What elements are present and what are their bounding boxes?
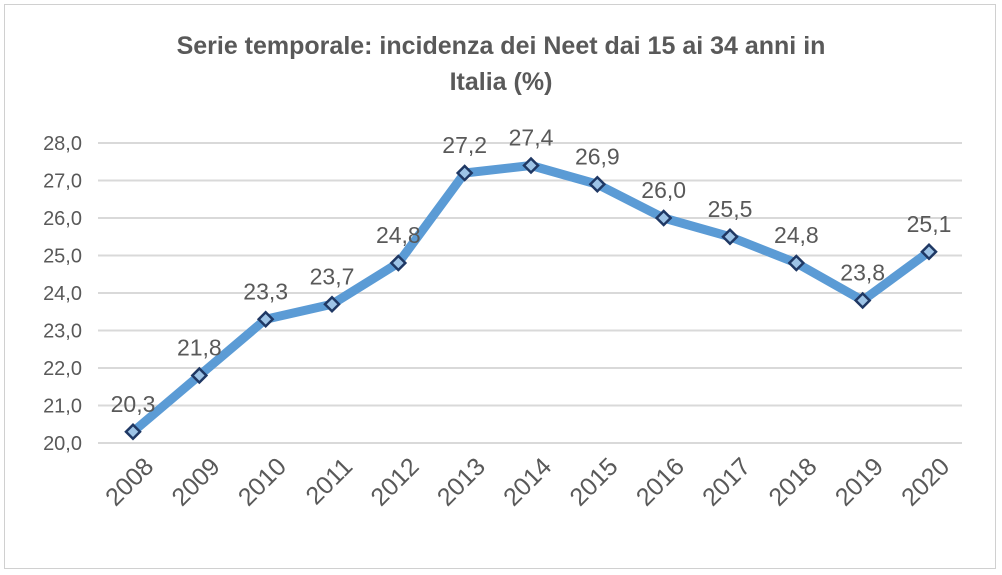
y-tick-label: 20,0 bbox=[43, 433, 82, 455]
data-label: 23,3 bbox=[243, 278, 288, 304]
x-tick-label: 2014 bbox=[498, 452, 557, 511]
data-point bbox=[124, 422, 142, 441]
y-tick-label: 28,0 bbox=[43, 133, 82, 155]
data-point bbox=[522, 156, 540, 175]
data-point bbox=[455, 164, 474, 182]
data-point bbox=[256, 310, 275, 329]
data-point bbox=[853, 291, 872, 310]
data-point bbox=[588, 175, 607, 194]
data-label: 20,3 bbox=[111, 391, 156, 417]
data-label: 23,7 bbox=[310, 263, 355, 289]
data-label: 25,1 bbox=[907, 211, 952, 237]
y-tick-label: 22,0 bbox=[43, 358, 82, 380]
x-tick-label: 2020 bbox=[896, 452, 955, 511]
x-tick-label: 2009 bbox=[166, 452, 225, 511]
chart-frame bbox=[4, 4, 996, 569]
y-tick-label: 23,0 bbox=[43, 321, 82, 343]
x-tick-label: 2013 bbox=[432, 452, 491, 511]
y-tick-label: 25,0 bbox=[43, 246, 82, 268]
x-tick-label: 2015 bbox=[564, 452, 623, 511]
x-tick-label: 2008 bbox=[100, 452, 159, 511]
x-tick-label: 2012 bbox=[365, 452, 424, 511]
data-label: 26,9 bbox=[575, 143, 620, 169]
x-tick-label: 2017 bbox=[697, 452, 756, 511]
x-tick-label: 2016 bbox=[631, 452, 690, 511]
y-tick-label: 24,0 bbox=[43, 283, 82, 305]
x-tick-label: 2010 bbox=[233, 452, 292, 511]
x-tick-label: 2019 bbox=[830, 452, 889, 511]
data-label: 27,4 bbox=[509, 125, 554, 151]
data-label: 25,5 bbox=[708, 196, 753, 222]
data-label: 23,8 bbox=[840, 260, 885, 286]
y-tick-label: 21,0 bbox=[43, 396, 82, 418]
chart-title: Serie temporale: incidenza dei Neet dai … bbox=[0, 28, 1002, 100]
data-label: 24,8 bbox=[376, 222, 421, 248]
data-label: 27,2 bbox=[442, 132, 487, 158]
data-point bbox=[721, 227, 739, 246]
y-tick-label: 26,0 bbox=[43, 208, 82, 230]
data-label: 21,8 bbox=[177, 335, 222, 361]
x-tick-label: 2018 bbox=[763, 452, 822, 511]
data-label: 24,8 bbox=[774, 222, 819, 248]
data-point bbox=[787, 254, 806, 272]
chart-title-line2: Italia (%) bbox=[449, 68, 553, 96]
data-point bbox=[920, 242, 938, 261]
data-point bbox=[654, 209, 673, 227]
data-point bbox=[323, 295, 341, 314]
x-tick-label: 2011 bbox=[300, 452, 358, 510]
data-point bbox=[389, 254, 408, 272]
y-tick-label: 27,0 bbox=[43, 171, 82, 193]
data-label: 26,0 bbox=[641, 177, 686, 203]
chart-title-line1: Serie temporale: incidenza dei Neet dai … bbox=[176, 32, 826, 60]
data-point bbox=[190, 366, 209, 385]
